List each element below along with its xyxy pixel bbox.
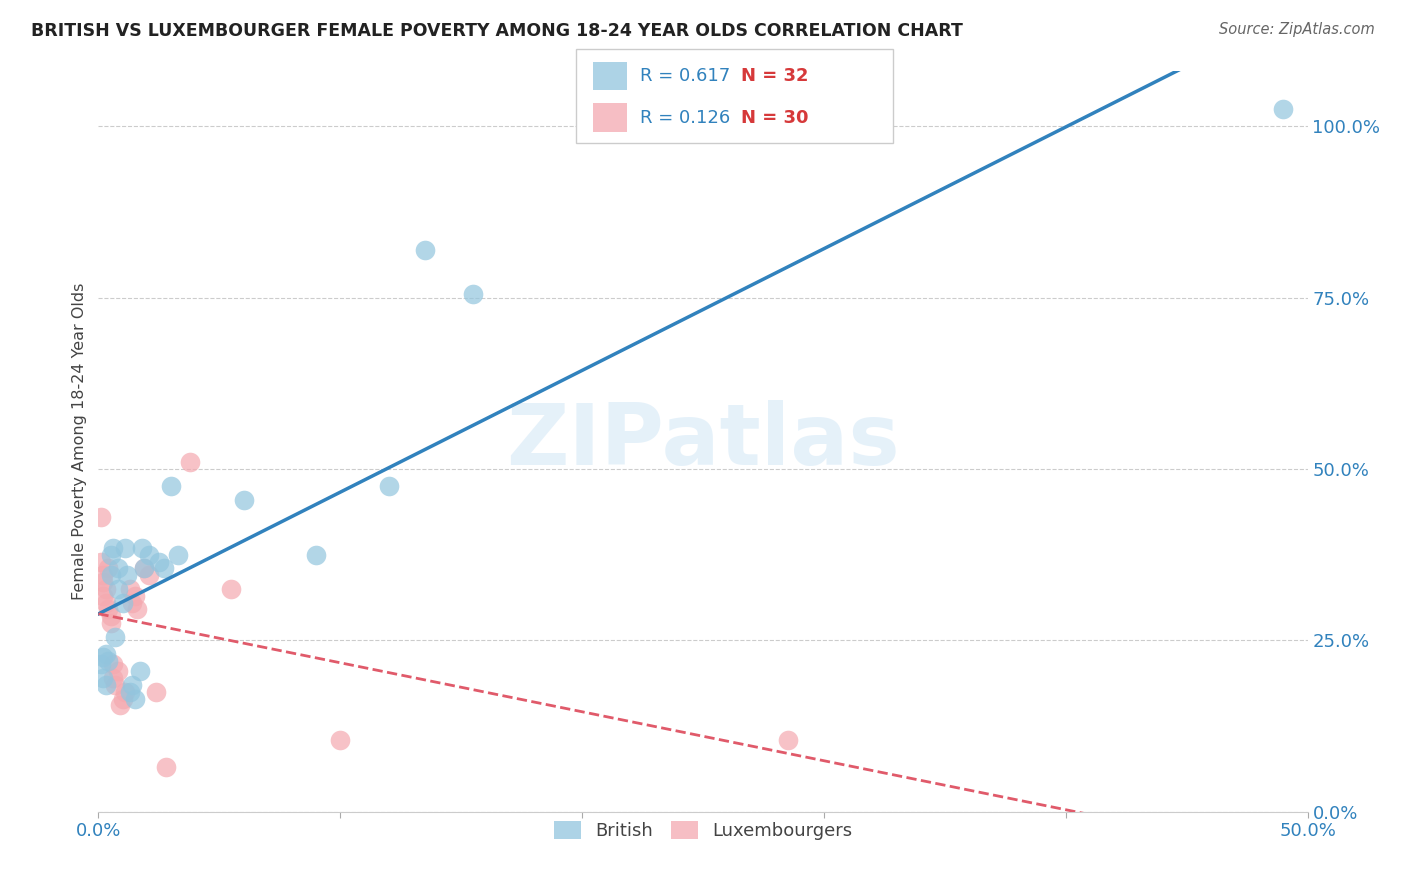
Point: [124, 589, 146, 603]
Text: N = 30: N = 30: [741, 109, 808, 127]
Point: [148, 554, 170, 568]
Point: [121, 596, 143, 610]
Point: [1272, 102, 1295, 116]
Point: [179, 455, 201, 469]
Point: [94, 582, 117, 596]
Point: [377, 479, 399, 493]
Point: [97, 561, 120, 575]
Point: [167, 548, 190, 562]
Point: [90, 510, 112, 524]
Point: [90, 657, 112, 672]
Point: [463, 287, 485, 301]
Legend: British, Luxembourgers: British, Luxembourgers: [547, 814, 859, 847]
Text: N = 32: N = 32: [741, 67, 808, 85]
Point: [100, 548, 122, 562]
Point: [134, 561, 156, 575]
Point: [100, 568, 122, 582]
Point: [134, 561, 156, 575]
Point: [101, 541, 124, 555]
Point: [101, 671, 124, 685]
Point: [91, 589, 114, 603]
Point: [111, 691, 134, 706]
Point: [305, 548, 328, 562]
Point: [91, 650, 114, 665]
Point: [104, 630, 127, 644]
Point: [138, 568, 160, 582]
Point: [107, 561, 129, 575]
Point: [131, 541, 153, 555]
Text: BRITISH VS LUXEMBOURGER FEMALE POVERTY AMONG 18-24 YEAR OLDS CORRELATION CHART: BRITISH VS LUXEMBOURGER FEMALE POVERTY A…: [31, 22, 963, 40]
Point: [97, 602, 120, 616]
Point: [128, 664, 150, 678]
Point: [107, 664, 129, 678]
Point: [124, 691, 146, 706]
Point: [100, 616, 122, 631]
Point: [121, 678, 143, 692]
Text: R = 0.617: R = 0.617: [640, 67, 730, 85]
Point: [114, 685, 136, 699]
Point: [94, 678, 117, 692]
Point: [117, 568, 139, 582]
Point: [107, 582, 129, 596]
Point: [152, 561, 174, 575]
Point: [160, 479, 183, 493]
Point: [91, 568, 114, 582]
Point: [776, 732, 799, 747]
Point: [91, 575, 114, 590]
Point: [100, 609, 122, 624]
Y-axis label: Female Poverty Among 18-24 Year Olds: Female Poverty Among 18-24 Year Olds: [72, 283, 87, 600]
Point: [114, 541, 136, 555]
Point: [145, 685, 167, 699]
Text: Source: ZipAtlas.com: Source: ZipAtlas.com: [1219, 22, 1375, 37]
Text: R = 0.126: R = 0.126: [640, 109, 730, 127]
Point: [127, 602, 149, 616]
Point: [138, 548, 160, 562]
Point: [232, 492, 254, 507]
Point: [101, 657, 124, 672]
Point: [90, 554, 112, 568]
Point: [118, 582, 141, 596]
Point: [155, 760, 177, 774]
Point: [329, 732, 352, 747]
Point: [94, 647, 117, 661]
Point: [118, 685, 141, 699]
Text: ZIPatlas: ZIPatlas: [506, 400, 900, 483]
Point: [111, 596, 134, 610]
Point: [94, 596, 117, 610]
Point: [221, 582, 243, 596]
Point: [91, 671, 114, 685]
Point: [413, 243, 436, 257]
Point: [108, 698, 131, 713]
Point: [104, 678, 127, 692]
Point: [97, 654, 120, 668]
